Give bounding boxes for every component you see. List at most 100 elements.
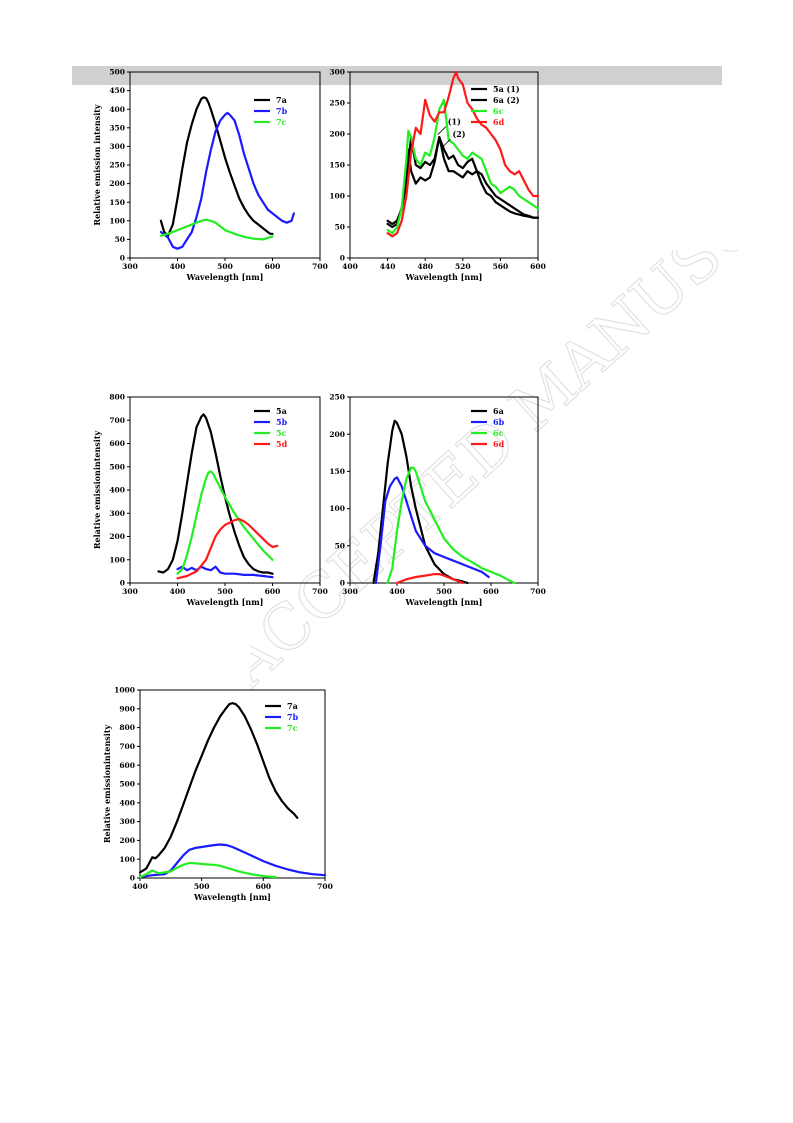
y-tick-label: 250: [329, 393, 345, 402]
x-tick-label: 400: [170, 262, 186, 271]
x-tick-label: 600: [530, 262, 546, 271]
annotation-label: (1): [448, 117, 461, 127]
series-line-6d: [386, 70, 540, 238]
y-tick-label: 0: [120, 579, 125, 588]
y-tick-label: 600: [119, 761, 135, 770]
x-tick-label: 500: [436, 587, 452, 596]
y-tick-label: 300: [109, 509, 125, 518]
y-tick-label: 300: [329, 68, 345, 77]
header-band: [72, 66, 722, 85]
legend-label: 6c: [493, 106, 504, 116]
x-tick-label: 480: [417, 262, 433, 271]
legend-label: 6c: [493, 428, 504, 438]
annotation-label: (2): [452, 129, 465, 139]
y-axis-title: Relative emissionintensity: [92, 430, 102, 549]
y-tick-label: 250: [329, 99, 345, 108]
series-line-7b: [138, 843, 327, 879]
chart-5a-6a-6c-6d: 400 440 480 520 560 600 0 50 100 150 200 250 300 Wave…: [329, 68, 546, 282]
y-tick-label: 150: [329, 161, 345, 170]
y-tick-label: 200: [329, 130, 345, 139]
chart-5abcd: 300 400 500 600 700 0 100 200 300 400 500 600 700 800…: [92, 393, 328, 607]
y-tick-label: 300: [109, 142, 125, 151]
y-tick-label: 200: [329, 430, 345, 439]
legend-label: 6a: [493, 406, 504, 416]
x-tick-label: 500: [194, 882, 210, 891]
x-tick-label: 600: [265, 587, 281, 596]
x-tick-label: 600: [256, 882, 272, 891]
y-tick-label: 0: [120, 254, 125, 263]
legend-label: 7b: [287, 712, 299, 722]
chart-7abc-large: 400 500 600 700 0 100 200 300 400 500 600 700 800 900…: [102, 686, 333, 902]
x-tick-label: 500: [217, 587, 233, 596]
y-tick-label: 800: [109, 393, 125, 402]
y-tick-label: 200: [119, 836, 135, 845]
y-tick-label: 150: [329, 467, 345, 476]
x-tick-label: 560: [493, 262, 509, 271]
y-tick-label: 0: [340, 579, 345, 588]
y-tick-label: 1000: [114, 686, 135, 695]
series-line-6c: [386, 98, 540, 235]
x-tick-label: 700: [530, 587, 546, 596]
x-axis-title: Wavelength [nm]: [405, 272, 483, 282]
x-tick-label: 400: [132, 882, 148, 891]
y-tick-label: 800: [119, 723, 135, 732]
legend-label: 6b: [493, 417, 505, 427]
y-axis-title: Relative emissionintensity: [102, 724, 112, 843]
legend-label: 7c: [287, 723, 298, 733]
y-tick-label: 100: [109, 555, 125, 564]
annotation-leader: [437, 126, 447, 135]
series-line-7b: [159, 111, 295, 250]
x-tick-label: 400: [170, 587, 186, 596]
y-tick-label: 600: [109, 439, 125, 448]
series-line-5a: [157, 413, 274, 575]
y-tick-label: 400: [109, 105, 125, 114]
y-tick-label: 100: [329, 192, 345, 201]
series-line-5d: [176, 518, 279, 580]
x-axis-title: Wavelength [nm]: [405, 597, 483, 607]
series-line-6a: [372, 419, 469, 585]
y-axis-title: Relative emission intensity: [92, 104, 102, 225]
y-tick-label: 250: [109, 161, 125, 170]
x-tick-label: 300: [122, 587, 138, 596]
x-axis-title: Wavelength [nm]: [186, 272, 264, 282]
legend-label: 7a: [276, 95, 287, 105]
x-tick-label: 300: [342, 587, 358, 596]
y-tick-label: 500: [109, 462, 125, 471]
x-tick-label: 440: [380, 262, 396, 271]
series-line-6a-2-: [386, 135, 540, 229]
y-tick-label: 200: [109, 179, 125, 188]
x-axis-title: Wavelength [nm]: [193, 892, 271, 902]
y-tick-label: 200: [109, 532, 125, 541]
chart-6abcd: 300 400 500 600 700 0 50 100 150 200 250 Wavelength…: [329, 393, 546, 607]
plot-frame: [129, 396, 321, 584]
y-tick-label: 450: [109, 86, 125, 95]
legend-label: 5b: [276, 417, 288, 427]
series-line-7a: [159, 96, 274, 237]
y-tick-label: 0: [130, 874, 135, 883]
x-tick-label: 400: [389, 587, 405, 596]
legend-label: 5a: [276, 406, 287, 416]
legend-label: 7a: [287, 701, 298, 711]
legend-label: 7b: [276, 106, 288, 116]
x-tick-label: 700: [317, 882, 333, 891]
y-tick-label: 350: [109, 123, 125, 132]
series-line-7c: [138, 861, 277, 879]
legend-label: 5d: [276, 439, 288, 449]
y-tick-label: 100: [119, 855, 135, 864]
y-tick-label: 100: [109, 216, 125, 225]
y-tick-label: 400: [119, 798, 135, 807]
legend-label: 5a (1): [493, 84, 520, 94]
y-tick-label: 150: [109, 198, 125, 207]
y-tick-label: 50: [335, 541, 345, 550]
series-line-5c: [176, 470, 274, 575]
x-axis-title: Wavelength [nm]: [186, 597, 264, 607]
y-tick-label: 50: [335, 223, 345, 232]
series-line-6b: [374, 476, 490, 585]
x-tick-label: 700: [312, 262, 328, 271]
y-tick-label: 300: [119, 817, 135, 826]
legend-label: 6d: [493, 439, 505, 449]
x-tick-label: 520: [455, 262, 471, 271]
series-line-5b: [176, 565, 274, 579]
legend-label: 5c: [276, 428, 287, 438]
